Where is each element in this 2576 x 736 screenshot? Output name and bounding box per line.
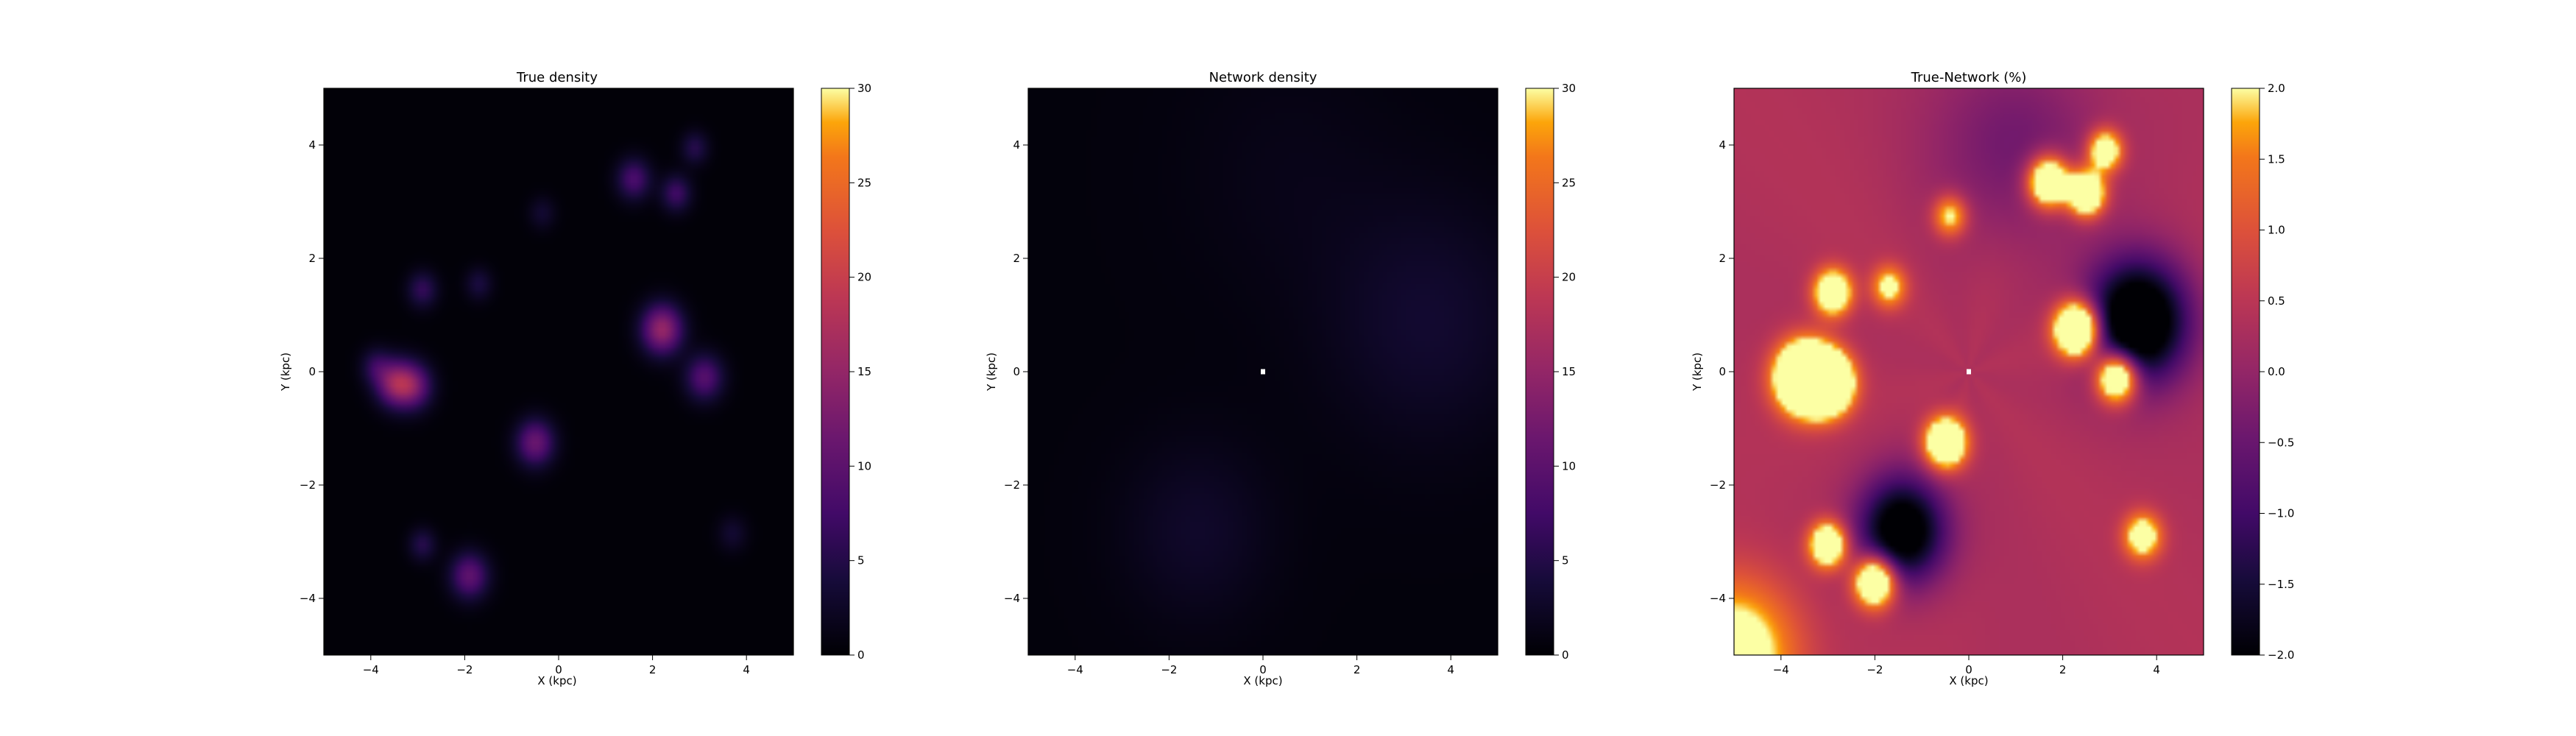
colorbar-tick-label: 15 [1562,365,1576,378]
colorbar-tick-label: 20 [857,271,871,284]
x-tick-label: −4 [1067,663,1083,676]
y-tick-label: 4 [1013,138,1020,152]
y-tick-label: 2 [1013,252,1020,265]
colorbar [821,88,850,656]
x-tick-label: 2 [1354,663,1361,676]
y-axis-label: Y (kpc) [1691,353,1704,392]
colorbar-tick-label: 0.5 [2268,294,2285,308]
colorbar-tick-label: 30 [1562,82,1576,95]
colorbar-tick-label: −1.0 [2268,507,2294,520]
colorbar-ticks: 0 5 10 15 20 25 30 [1554,82,1576,662]
x-tick-label: −4 [363,663,379,676]
colorbar-tick-label: 15 [857,365,871,378]
y-axis-ticks: −4 −2 0 2 4 [1004,138,1028,605]
panel-title: True-Network (%) [1911,70,2027,85]
origin-marker [1261,369,1265,375]
y-tick-label: −4 [300,592,316,605]
colorbar [2231,88,2260,656]
y-tick-label: −2 [1710,478,1726,492]
colorbar-tick-label: 5 [1562,554,1569,567]
colorbar-tick-label: 1.0 [2268,224,2285,237]
colorbar-tick-label: −1.5 [2268,578,2294,591]
colorbar-tick-label: 10 [1562,459,1576,473]
y-axis-ticks: −4 −2 0 2 4 [1710,138,1734,605]
heatmap-image [324,88,793,655]
x-tick-label: 2 [649,663,657,676]
y-tick-label: 0 [1013,365,1020,378]
origin-marker [1967,369,1971,375]
colorbar-tick-label: 0.0 [2268,365,2285,378]
y-tick-label: 4 [1719,138,1726,152]
x-axis-ticks: −4 −2 0 2 4 [1067,655,1454,676]
y-tick-label: 0 [1719,365,1726,378]
colorbar-tick-label: 25 [857,176,871,189]
y-tick-label: −4 [1710,592,1726,605]
panel-title: Network density [1209,70,1317,85]
colorbar-ticks: −2.0 −1.5 −1.0 −0.5 0.0 0.5 1.0 1.5 2.0 [2260,82,2294,662]
x-tick-label: 0 [1965,663,1972,676]
colorbar-tick-label: 10 [857,459,871,473]
colorbar-tick-label: 0 [857,648,865,662]
y-tick-label: −4 [1004,592,1020,605]
colorbar-tick-label: 0 [1562,648,1569,662]
x-axis-ticks: −4 −2 0 2 4 [363,655,750,676]
x-tick-label: 4 [1447,663,1454,676]
y-tick-label: 2 [308,252,316,265]
x-axis-ticks: −4 −2 0 2 4 [1773,655,2160,676]
y-axis-ticks: −4 −2 0 2 4 [300,138,324,605]
panel-title: True density [516,70,598,85]
panel-true-minus-network: True-Network (%) −4 −2 0 2 4 −4 −2 0 2 4 X (kpc)… [1691,70,2294,687]
x-axis-label: X (kpc) [537,674,576,687]
y-tick-label: 2 [1719,252,1726,265]
x-axis-label: X (kpc) [1949,674,1988,687]
x-tick-label: 4 [743,663,750,676]
colorbar-tick-label: −2.0 [2268,648,2294,662]
x-tick-label: 0 [555,663,562,676]
x-tick-label: 0 [1259,663,1267,676]
x-tick-label: −2 [1161,663,1177,676]
colorbar-tick-label: 20 [1562,271,1576,284]
x-tick-label: 2 [2059,663,2067,676]
colorbar-tick-label: 1.5 [2268,152,2285,166]
x-tick-label: 4 [2153,663,2160,676]
x-axis-label: X (kpc) [1243,674,1282,687]
colorbar-tick-label: −0.5 [2268,436,2294,449]
colorbar-tick-label: 5 [857,554,865,567]
y-axis-label: Y (kpc) [279,353,292,392]
y-tick-label: 4 [308,138,316,152]
colorbar [1525,88,1554,656]
y-tick-label: 0 [308,365,316,378]
y-tick-label: −2 [300,478,316,492]
x-tick-label: −2 [456,663,473,676]
x-tick-label: −4 [1773,663,1789,676]
x-tick-label: −2 [1866,663,1883,676]
colorbar-tick-label: 25 [1562,176,1576,189]
panel-true-density: True density −4 −2 0 2 4 −4 −2 0 2 4 X (kpc) Y (… [279,70,871,687]
colorbar-ticks: 0 5 10 15 20 25 30 [849,82,871,662]
colorbar-tick-label: 2.0 [2268,82,2285,95]
colorbar-tick-label: 30 [857,82,871,95]
y-tick-label: −2 [1004,478,1020,492]
y-axis-label: Y (kpc) [985,353,998,392]
